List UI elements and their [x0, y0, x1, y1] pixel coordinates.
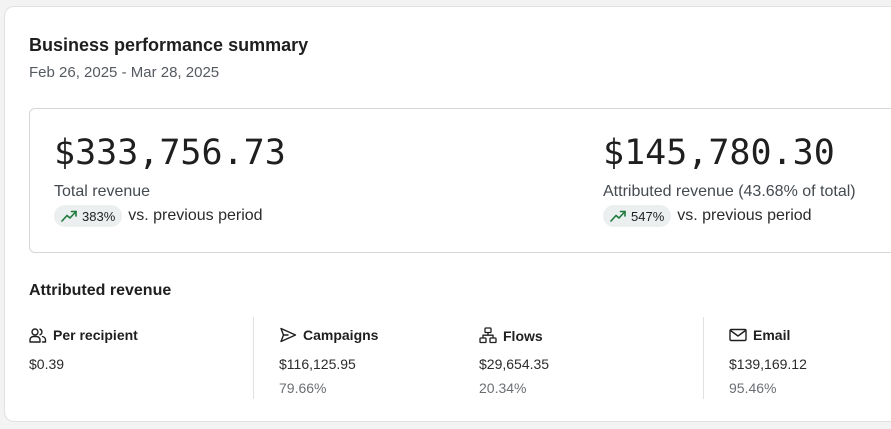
trending-up-icon [610, 210, 626, 222]
change-suffix: vs. previous period [677, 207, 812, 224]
kpi-change: 383% vs. previous period [54, 205, 263, 227]
attributed-revenue-title: Attributed revenue [29, 282, 172, 299]
metric-value: $29,654.35 [479, 356, 550, 372]
metric-name: Email [753, 327, 791, 343]
metric-value: $116,125.95 [279, 356, 356, 372]
kpi-value: $333,756.73 [54, 133, 286, 173]
change-badge: 383% [54, 205, 123, 227]
kpi-value: $145,780.30 [603, 133, 835, 173]
change-percent: 383% [82, 208, 116, 224]
users-icon [29, 328, 47, 343]
metric-campaigns: Campaigns $116,125.95 79.66% [253, 317, 478, 399]
kpi-panel: $333,756.73 Total revenue 383% vs. previ… [29, 108, 891, 253]
flow-icon [479, 327, 497, 344]
page-title: Business performance summary [29, 35, 309, 55]
date-range: Feb 26, 2025 - Mar 28, 2025 [29, 64, 220, 81]
metric-percent: 79.66% [279, 380, 327, 396]
metric-header: Flows [479, 327, 543, 344]
send-icon [280, 327, 297, 343]
metric-header: Campaigns [279, 327, 378, 343]
metric-header: Email [729, 327, 790, 343]
kpi-label: Attributed revenue (43.68% of total) [603, 183, 856, 200]
change-suffix: vs. previous period [128, 207, 263, 224]
metric-flows: Flows $29,654.35 20.34% [479, 317, 703, 399]
change-badge: 547% [603, 205, 672, 227]
performance-summary-card: Business performance summary Feb 26, 202… [4, 6, 891, 422]
metric-percent: 95.46% [729, 380, 777, 396]
metric-header: Per recipient [29, 327, 138, 343]
metric-name: Flows [503, 327, 543, 344]
metric-name: Campaigns [303, 327, 379, 343]
metric-name: Per recipient [53, 327, 138, 343]
mail-icon [729, 328, 747, 342]
metric-value: $139,169.12 [729, 356, 807, 372]
change-percent: 547% [631, 208, 665, 224]
kpi-label: Total revenue [54, 183, 151, 200]
metric-percent: 20.34% [479, 380, 527, 396]
metric-email: Email $139,169.12 95.46% [703, 317, 891, 399]
kpi-change: 547% vs. previous period [603, 205, 812, 227]
trending-up-icon [61, 210, 77, 222]
metric-value: $0.39 [29, 356, 65, 372]
metric-per-recipient: Per recipient $0.39 [29, 317, 253, 399]
